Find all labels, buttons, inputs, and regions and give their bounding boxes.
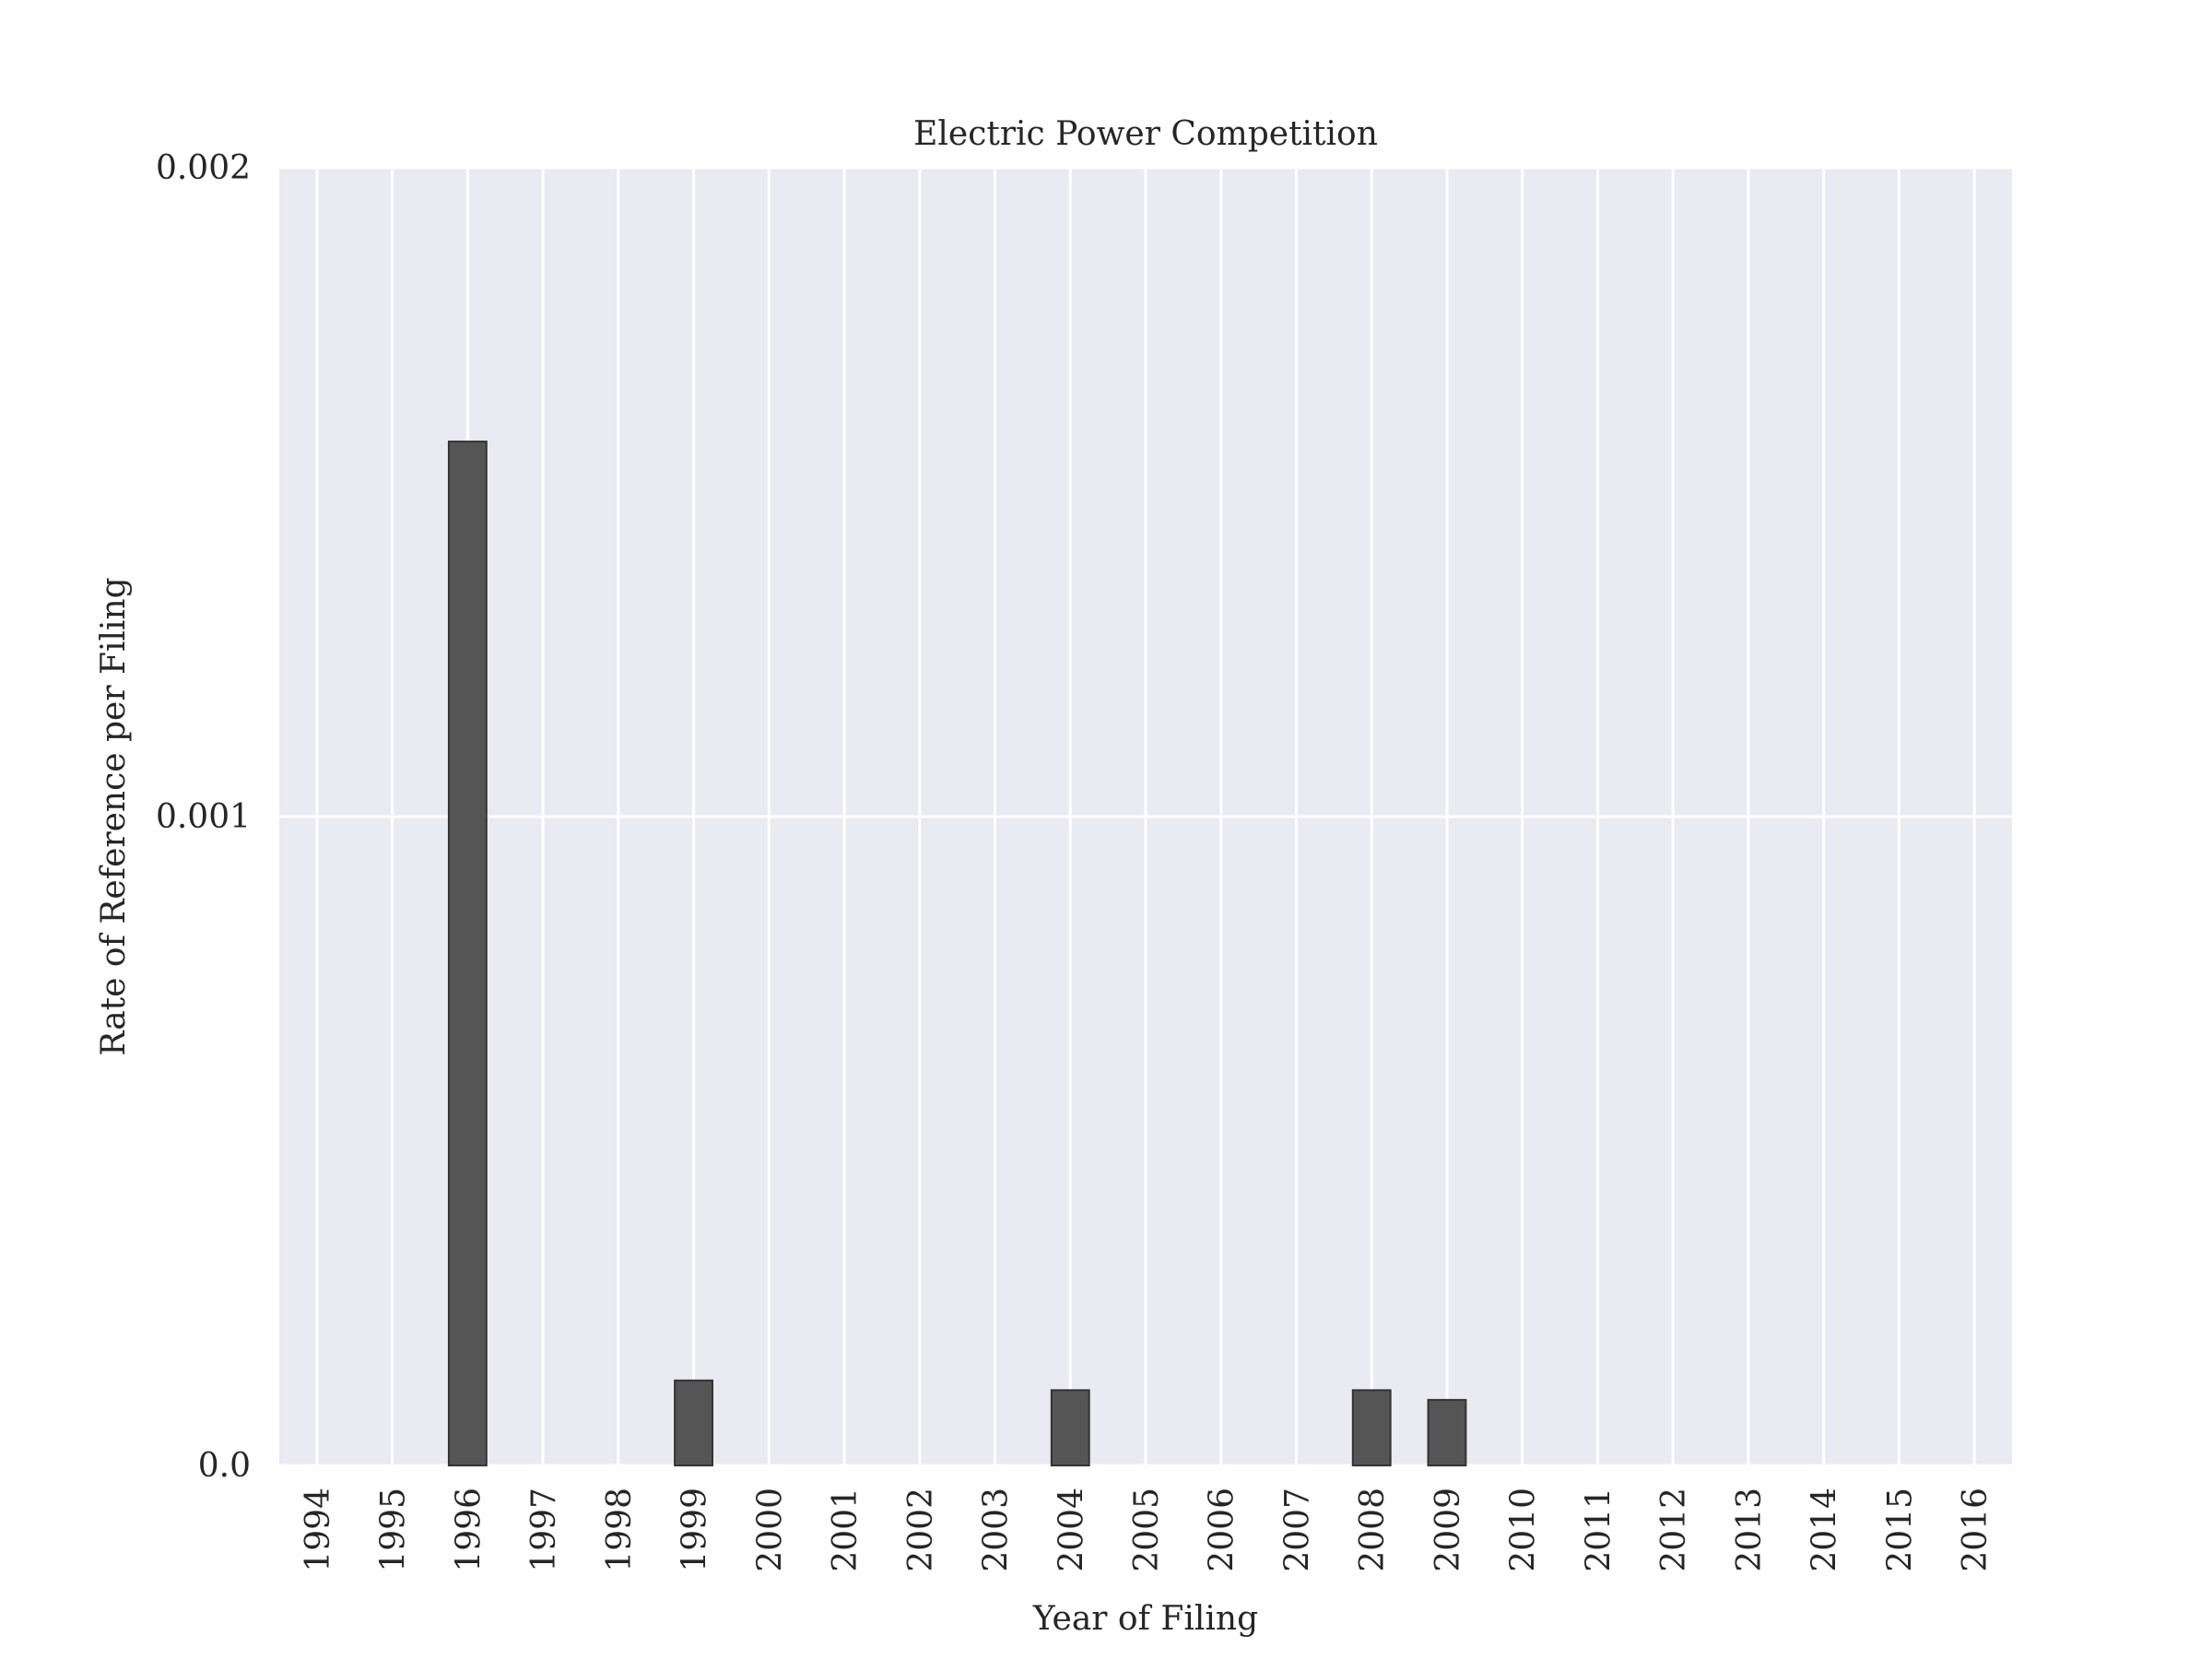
x-tick-label: 2002 (902, 1488, 940, 1572)
bar-1999 (674, 1379, 713, 1466)
x-tick-label: 2009 (1430, 1488, 1467, 1572)
y-tick-label: 0.001 (156, 798, 251, 836)
x-tick-label: 2015 (1881, 1488, 1919, 1572)
x-tick-label: 2007 (1278, 1488, 1316, 1572)
bar-2009 (1427, 1398, 1467, 1466)
x-tick-label: 2005 (1128, 1488, 1166, 1572)
x-tick-label: 1995 (375, 1488, 413, 1572)
bar-1996 (447, 441, 488, 1466)
x-tick-label: 2008 (1354, 1488, 1392, 1572)
x-tick-label: 2000 (751, 1488, 789, 1572)
x-tick-label: 2016 (1957, 1488, 1994, 1572)
chart-title: Electric Power Competition (913, 115, 1378, 153)
x-tick-label: 2004 (1053, 1488, 1090, 1572)
x-tick-labels: 1994 1995 1996 1997 1998 1999 2000 2001 2002 2003… (300, 1488, 1994, 1572)
x-tick-label: 1999 (677, 1488, 714, 1572)
y-tick-label: 0.002 (156, 149, 251, 187)
x-tick-label: 2010 (1505, 1488, 1543, 1572)
x-tick-label: 2003 (978, 1488, 1016, 1572)
x-tick-label: 2006 (1204, 1488, 1241, 1572)
y-tick-label: 0.0 (198, 1447, 251, 1485)
bar-2004 (1050, 1389, 1090, 1467)
bars (447, 441, 1467, 1467)
x-tick-label: 2012 (1655, 1488, 1693, 1572)
x-tick-label: 2014 (1806, 1488, 1844, 1572)
x-tick-label: 2013 (1731, 1488, 1769, 1572)
y-axis-label: Rate of Reference per Filing (95, 577, 133, 1055)
y-tick-labels: 0.0 0.001 0.002 (156, 149, 251, 1485)
x-tick-label: 1996 (450, 1488, 488, 1572)
x-gridlines (315, 168, 1976, 1465)
x-tick-label: 2011 (1580, 1488, 1618, 1572)
x-axis-label: Year of Filing (1032, 1600, 1258, 1638)
x-tick-label: 1994 (300, 1488, 337, 1572)
bar-2008 (1351, 1389, 1392, 1467)
x-tick-label: 1997 (525, 1488, 563, 1572)
x-tick-label: 2001 (827, 1488, 865, 1572)
x-tick-label: 1998 (601, 1488, 639, 1572)
